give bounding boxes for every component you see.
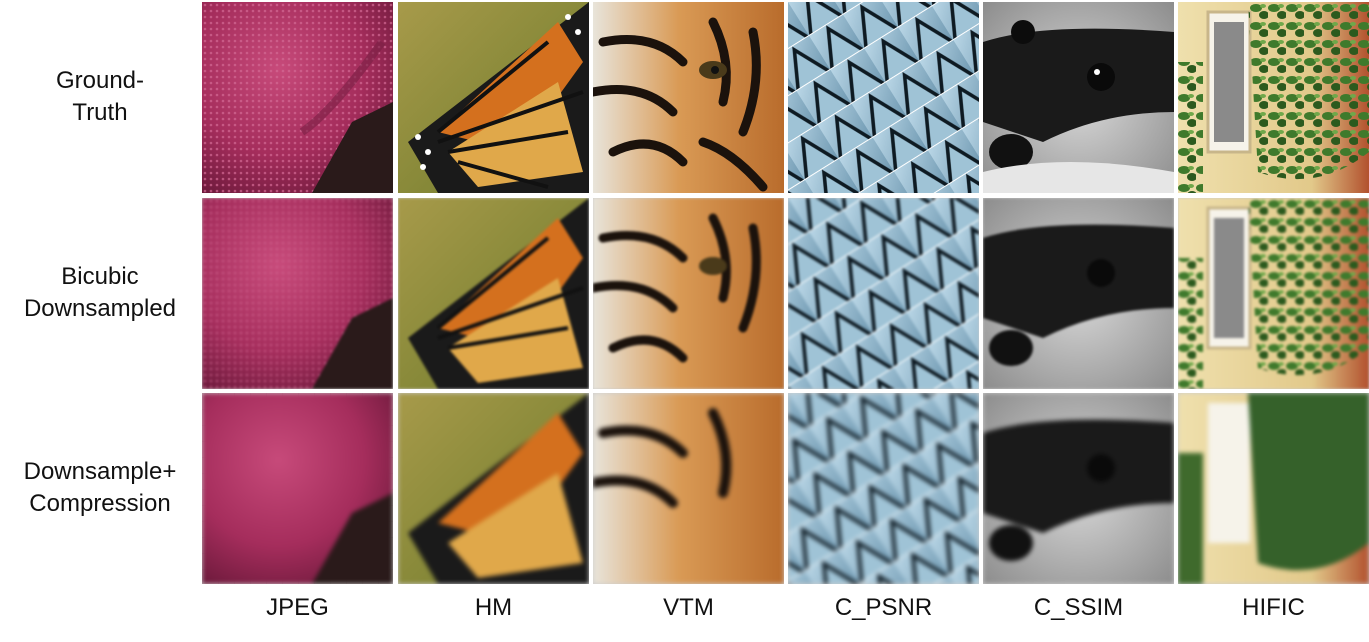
tile-butterfly-ground-truth [398,2,589,193]
tile-tiger-ground-truth [593,2,784,193]
raccoon-image [983,198,1174,389]
col-label-c-psnr: C_PSNR [834,594,933,621]
ivy-window-image [1178,198,1369,389]
glass-facade-image [788,393,979,584]
glass-facade-image [788,2,979,193]
col-label-vtm: VTM [663,594,714,621]
row-label-compression: Downsample+ Compression [23,457,177,517]
tile-tiger-bicubic [593,198,784,389]
starfish-image [202,2,393,193]
tiger-image [593,198,784,389]
butterfly-image [398,2,589,193]
tile-ivy-compression [1178,393,1369,584]
tile-glass-ground-truth [788,2,979,193]
tile-raccoon-compression [983,393,1174,584]
col-label-hific: HIFIC [1242,594,1305,621]
tile-starfish-compression [202,393,393,584]
tile-tiger-compression [593,393,784,584]
col-label-hm: HM [474,594,513,621]
butterfly-image [398,393,589,584]
glass-facade-image [788,198,979,389]
row-label-bicubic: Bicubic Downsampled [23,262,177,322]
tile-butterfly-bicubic [398,198,589,389]
starfish-image [202,198,393,389]
tiger-image [593,393,784,584]
tile-ivy-bicubic [1178,198,1369,389]
butterfly-image [398,198,589,389]
tile-glass-bicubic [788,198,979,389]
tile-starfish-ground-truth [202,2,393,193]
ivy-window-image [1178,2,1369,193]
tile-raccoon-ground-truth [983,2,1174,193]
ivy-window-image [1178,393,1369,584]
starfish-image [202,393,393,584]
tile-raccoon-bicubic [983,198,1174,389]
col-label-c-ssim: C_SSIM [1033,594,1124,621]
raccoon-image [983,393,1174,584]
tile-glass-compression [788,393,979,584]
tile-ivy-ground-truth [1178,2,1369,193]
row-label-ground-truth: Ground- Truth [55,66,145,126]
col-label-jpeg: JPEG [266,594,329,621]
tile-butterfly-compression [398,393,589,584]
raccoon-image [983,2,1174,193]
tiger-image [593,2,784,193]
tile-starfish-bicubic [202,198,393,389]
